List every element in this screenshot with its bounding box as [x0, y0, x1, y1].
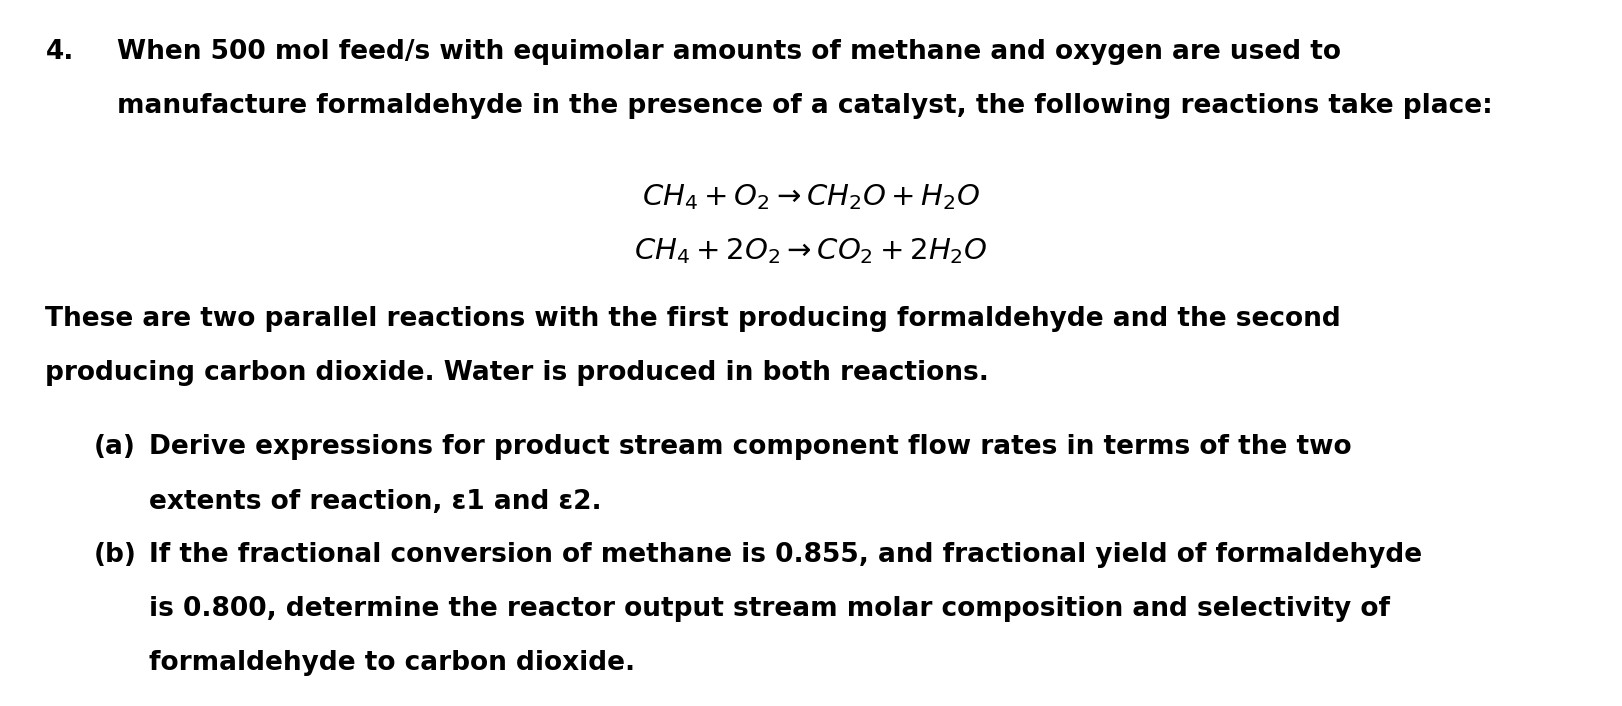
Text: When 500 mol feed/s with equimolar amounts of methane and oxygen are used to: When 500 mol feed/s with equimolar amoun… — [117, 39, 1341, 65]
Text: (a): (a) — [94, 434, 136, 460]
Text: $\mathit{CH_4 + 2O_2 \rightarrow CO_2 + 2H_2O}$: $\mathit{CH_4 + 2O_2 \rightarrow CO_2 + … — [634, 237, 988, 266]
Text: If the fractional conversion of methane is 0.855, and fractional yield of formal: If the fractional conversion of methane … — [149, 542, 1422, 568]
Text: extents of reaction, ε1 and ε2.: extents of reaction, ε1 and ε2. — [149, 489, 602, 515]
Text: These are two parallel reactions with the first producing formaldehyde and the s: These are two parallel reactions with th… — [45, 306, 1341, 332]
Text: $\mathit{CH_4 + O_2 \rightarrow CH_2O + H_2O}$: $\mathit{CH_4 + O_2 \rightarrow CH_2O + … — [642, 182, 980, 212]
Text: manufacture formaldehyde in the presence of a catalyst, the following reactions : manufacture formaldehyde in the presence… — [117, 93, 1492, 119]
Text: producing carbon dioxide. Water is produced in both reactions.: producing carbon dioxide. Water is produ… — [45, 360, 989, 386]
Text: Derive expressions for product stream component flow rates in terms of the two: Derive expressions for product stream co… — [149, 434, 1351, 460]
Text: (b): (b) — [94, 542, 136, 568]
Text: is 0.800, determine the reactor output stream molar composition and selectivity : is 0.800, determine the reactor output s… — [149, 596, 1390, 622]
Text: 4.: 4. — [45, 39, 73, 65]
Text: formaldehyde to carbon dioxide.: formaldehyde to carbon dioxide. — [149, 650, 636, 676]
